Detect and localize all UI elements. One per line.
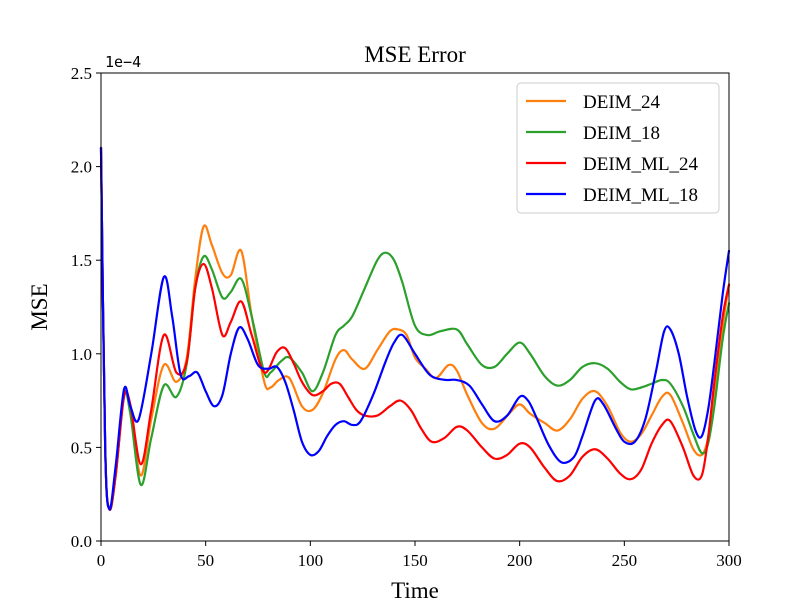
legend-items: DEIM_24 DEIM_18 DEIM_ML_24 DEIM_ML_18 <box>526 92 699 206</box>
y-tick-label: 2.5 <box>71 64 92 83</box>
x-tick-label: 150 <box>402 551 428 570</box>
x-tick-label: 50 <box>197 551 214 570</box>
y-tick-label: 1.0 <box>71 345 92 364</box>
y-tick-label: 1.5 <box>71 251 92 270</box>
y-axis-ticks: 0.0 0.5 1.0 1.5 2.0 2.5 <box>71 64 101 551</box>
x-axis-ticks: 0 50 100 150 200 250 300 <box>97 541 742 570</box>
x-tick-label: 200 <box>507 551 533 570</box>
y-axis-label: MSE <box>27 283 52 330</box>
legend: DEIM_24 DEIM_18 DEIM_ML_24 DEIM_ML_18 <box>516 82 720 214</box>
legend-label-deim-18: DEIM_18 <box>583 123 660 144</box>
y-tick-label: 0.0 <box>71 532 92 551</box>
series-layer <box>99 146 731 511</box>
plot-frame <box>100 72 730 542</box>
y-tick-label: 2.0 <box>71 158 92 177</box>
series-line-deim-ml-24 <box>99 146 731 511</box>
y-axis-scale-label: 1e−4 <box>105 53 141 71</box>
series-line-deim-ml-18 <box>99 146 731 511</box>
legend-box <box>516 82 720 214</box>
x-axis-label: Time <box>391 578 439 603</box>
x-tick-label: 0 <box>97 551 106 570</box>
series-line-deim-18 <box>99 146 731 511</box>
y-tick-label: 0.5 <box>71 438 92 457</box>
legend-label-deim-ml-18: DEIM_ML_18 <box>583 185 698 206</box>
legend-label-deim-24: DEIM_24 <box>583 92 661 113</box>
x-tick-label: 250 <box>612 551 638 570</box>
legend-label-deim-ml-24: DEIM_ML_24 <box>583 154 699 175</box>
x-tick-label: 300 <box>716 551 742 570</box>
x-tick-label: 100 <box>298 551 324 570</box>
chart-title: MSE Error <box>364 42 466 67</box>
